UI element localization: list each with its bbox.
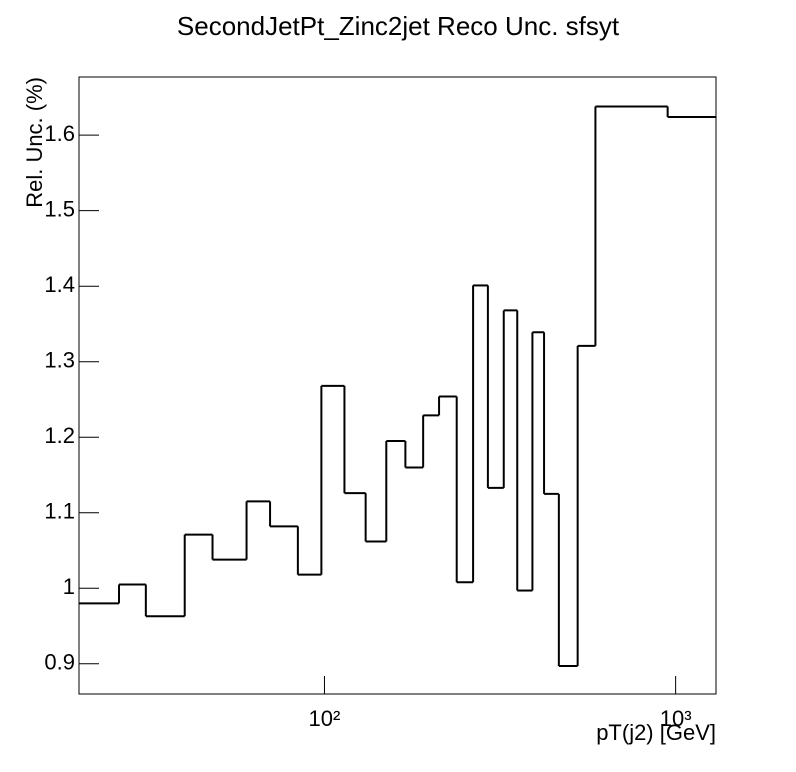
- y-tick-label: 1: [63, 574, 75, 599]
- y-tick-label: 1.1: [44, 499, 75, 524]
- y-tick-label: 1.3: [44, 348, 75, 373]
- y-tick-label: 1.2: [44, 423, 75, 448]
- y-tick-label: 0.9: [44, 650, 75, 675]
- y-axis-title: Rel. Unc. (%): [22, 77, 47, 208]
- chart-title: SecondJetPt_Zinc2jet Reco Unc. sfsyt: [177, 11, 620, 41]
- y-tick-label: 1.4: [44, 272, 75, 297]
- x-tick-label: 10³: [660, 706, 692, 731]
- y-tick-label: 1.5: [44, 196, 75, 221]
- x-tick-label: 10²: [309, 706, 341, 731]
- plot-frame: [78, 76, 717, 695]
- x-axis-title: pT(j2) [GeV]: [596, 720, 716, 745]
- y-tick-label: 1.6: [44, 121, 75, 146]
